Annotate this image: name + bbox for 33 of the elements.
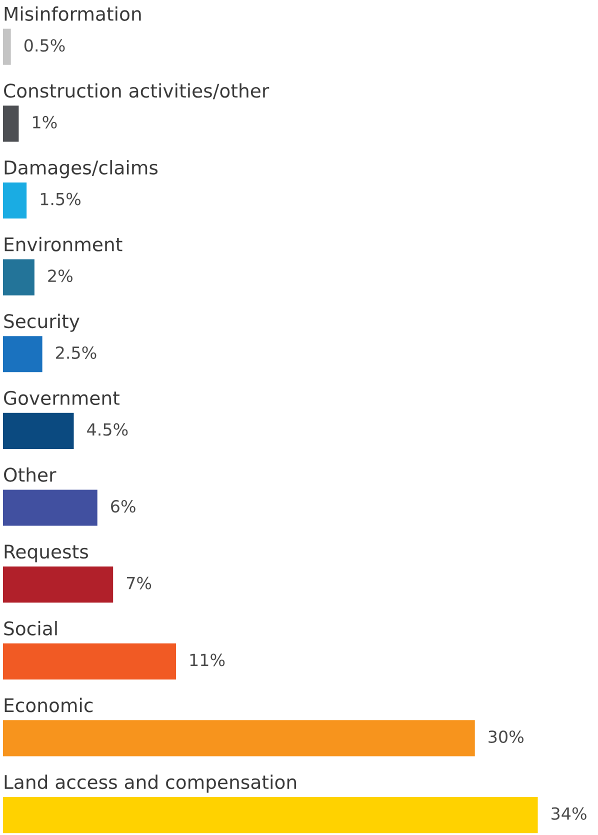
y-tick-label: Construction activities/other xyxy=(4,83,270,100)
bar xyxy=(2,566,114,603)
bar xyxy=(2,412,74,449)
data-label: 4.5% xyxy=(87,423,128,436)
bar xyxy=(2,182,27,219)
y-tick-label: Security xyxy=(4,314,80,332)
y-tick-label: Economic xyxy=(4,698,93,712)
data-label: 1.5% xyxy=(40,192,81,206)
bar xyxy=(2,720,475,756)
y-tick-label: Misinformation xyxy=(4,6,141,21)
bar xyxy=(2,259,34,296)
y-tick-label: Land access and compensation xyxy=(4,774,296,793)
data-label: 34% xyxy=(552,807,586,820)
bar xyxy=(2,28,11,65)
bar xyxy=(2,336,42,372)
y-tick-label: Government xyxy=(4,390,120,406)
data-label: 7% xyxy=(126,576,152,590)
data-label: 0.5% xyxy=(24,39,65,52)
y-tick-label: Damages/claims xyxy=(4,160,158,178)
bar xyxy=(2,490,98,526)
bar xyxy=(2,796,538,834)
y-tick-label: Requests xyxy=(4,544,88,562)
data-label: 11% xyxy=(190,654,225,666)
y-tick-label: Other xyxy=(4,467,56,482)
data-label: 1% xyxy=(33,116,57,129)
y-tick-label: Social xyxy=(4,620,57,636)
data-label: 2.5% xyxy=(56,346,96,359)
data-label: 2% xyxy=(48,270,72,282)
bar xyxy=(2,106,19,142)
y-tick-label: Environment xyxy=(4,236,122,252)
data-label: 30% xyxy=(488,730,524,744)
data-label: 6% xyxy=(111,500,136,513)
bar xyxy=(2,643,176,680)
